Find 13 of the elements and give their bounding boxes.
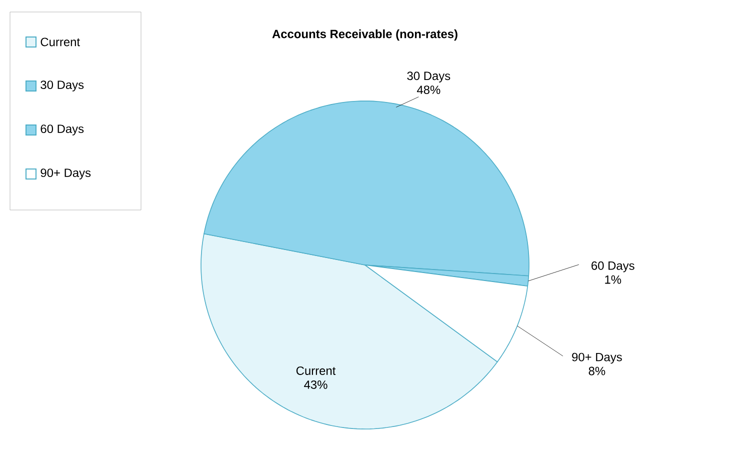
legend-label: 60 Days [40,124,84,136]
slice-label: 90+ Days [572,352,622,364]
slice-label: 60 Days [592,261,634,272]
data-label: 8% [588,366,606,376]
data-label: 43% [304,380,328,389]
data-label: 1% [605,275,622,284]
slice-label: 30 Days [407,72,450,82]
data-label: 48% [416,86,440,94]
legend-label: Current [40,38,80,46]
legend-label: 30 Days [40,80,84,92]
legend-label: 90+ Days [40,168,91,180]
slice-label: Current [296,366,336,375]
text: Accounts Receivable (non-rates) [272,29,458,41]
